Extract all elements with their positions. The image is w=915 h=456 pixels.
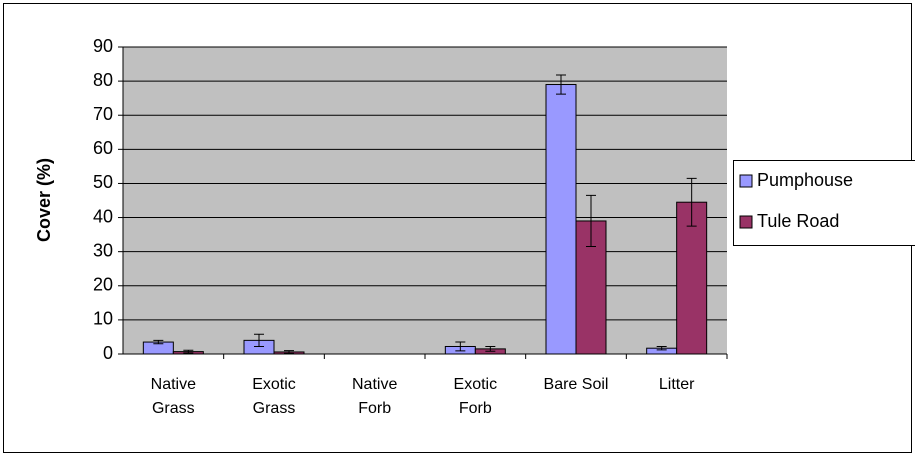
y-tick-label: 50 xyxy=(93,172,113,192)
error-bar xyxy=(284,350,294,354)
error-bar xyxy=(656,345,667,351)
error-bar xyxy=(686,177,697,227)
x-tick-label: Native xyxy=(352,376,397,393)
error-bar xyxy=(455,341,466,352)
x-tick-label: Grass xyxy=(253,400,296,417)
x-tick-label: Exotic xyxy=(252,376,296,393)
legend-label: Tule Road xyxy=(757,211,839,231)
error-bar xyxy=(485,345,496,352)
x-tick-label: Forb xyxy=(358,400,391,417)
y-tick-label: 30 xyxy=(93,240,113,260)
legend-label: Pumphouse xyxy=(757,170,853,190)
x-tick-label: Exotic xyxy=(454,376,498,393)
legend-swatch xyxy=(739,215,753,229)
legend-swatch xyxy=(739,174,753,188)
y-tick-label: 70 xyxy=(93,104,113,124)
error-bar xyxy=(183,349,194,354)
x-tick-label: Litter xyxy=(659,376,695,393)
x-tick-label: Bare Soil xyxy=(544,376,609,393)
error-bar xyxy=(586,194,596,248)
y-tick-label: 20 xyxy=(93,275,113,295)
x-tick-label: Grass xyxy=(152,400,195,417)
y-tick-label: 0 xyxy=(103,343,113,363)
x-tick-label: Native xyxy=(151,376,196,393)
plot-area xyxy=(123,47,727,354)
error-bar xyxy=(153,339,164,345)
error-bar xyxy=(254,333,264,347)
y-tick-label: 90 xyxy=(93,36,113,56)
bar xyxy=(545,84,577,355)
y-tick-label: 60 xyxy=(93,138,113,158)
y-tick-label: 10 xyxy=(93,309,113,329)
y-tick-label: 40 xyxy=(93,206,113,226)
y-tick-label: 80 xyxy=(93,70,113,90)
legend-box xyxy=(733,160,915,246)
bar xyxy=(676,201,708,355)
x-tick-label: Forb xyxy=(459,400,492,417)
y-axis-label: Cover (%) xyxy=(34,158,54,242)
error-bar xyxy=(556,74,566,95)
